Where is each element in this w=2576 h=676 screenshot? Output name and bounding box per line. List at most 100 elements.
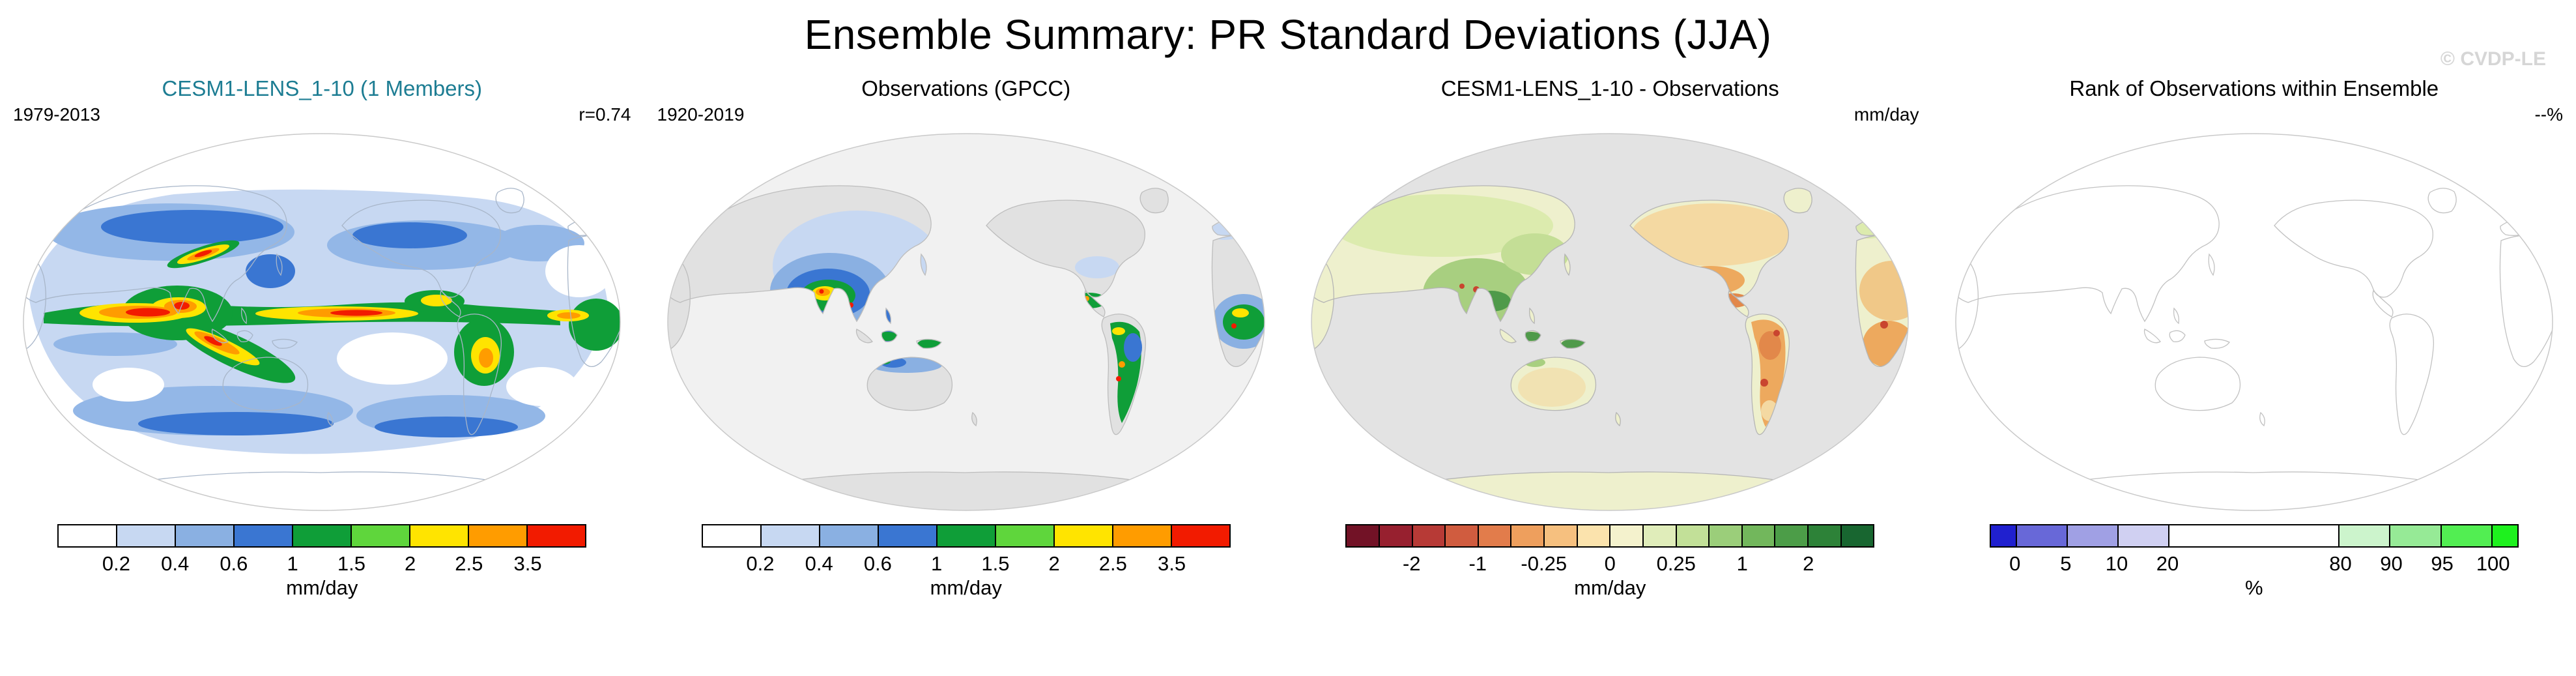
coastline xyxy=(23,185,288,323)
colorbar-segment xyxy=(1609,525,1642,546)
colorbar-tick-label: 0.6 xyxy=(220,552,248,575)
panel-title-difference: CESM1-LENS_1-10 - Observations xyxy=(1440,76,1779,100)
world-map-model xyxy=(18,129,626,515)
colorbar-difference: -2 -1 -0.25 0 0.25 1 2 mm/day xyxy=(1345,524,1875,600)
coastline xyxy=(1139,188,1168,213)
coastline xyxy=(916,338,942,349)
colorbar-tick-label: 95 xyxy=(2431,552,2454,575)
world-map-svg xyxy=(1955,133,2553,511)
colorbar-segment xyxy=(1576,525,1610,546)
colorbar-segment xyxy=(1477,525,1511,546)
colorbar-segment xyxy=(468,525,527,546)
colorbar-segment xyxy=(2491,525,2517,546)
coastline xyxy=(1560,338,1586,349)
coastline xyxy=(1728,289,1749,317)
colorbar-tick-label: 80 xyxy=(2329,552,2352,575)
coastline xyxy=(2143,329,2161,344)
panel-subrow: mm/day xyxy=(1293,103,1927,129)
colorbar-bar xyxy=(701,524,1231,548)
map-outline xyxy=(667,133,1265,511)
colorbar-unit-label: mm/day xyxy=(1574,576,1646,599)
colorbar-tick-label: 0 xyxy=(1604,552,1616,575)
coastline xyxy=(2259,411,2265,427)
colorbar-tick-label: 0.4 xyxy=(161,552,190,575)
map-outline xyxy=(1955,133,2553,511)
colorbar-tick-label: 0 xyxy=(2009,552,2021,575)
colorbar-tick-row: 0 5 10 20 80 90 95 100 xyxy=(1990,548,2519,579)
colorbar-tick-row: 0.2 0.4 0.6 1 1.5 2 2.5 3.5 xyxy=(57,548,586,579)
coastline xyxy=(866,357,952,411)
colorbar-tick-label: 2.5 xyxy=(455,552,483,575)
colorbar-tick-label: -2 xyxy=(1402,552,1421,575)
colorbar-tick-label: 0.6 xyxy=(863,552,892,575)
coastline xyxy=(2427,188,2456,213)
panel-title-model: CESM1-LENS_1-10 (1 Members) xyxy=(162,76,483,100)
colorbar-segment xyxy=(2338,525,2390,546)
colorbar-segment xyxy=(1807,525,1840,546)
coastline xyxy=(1510,357,1597,411)
world-map-svg xyxy=(1311,133,1909,511)
coastline xyxy=(1311,185,1576,323)
colorbar-rank: 0 5 10 20 80 90 95 100 % xyxy=(1989,524,2519,600)
panel-observations: Observations (GPCC) 1920-2019 0.2 0.4 0.6 1… xyxy=(644,74,1289,600)
colorbar-segment xyxy=(1347,525,1379,546)
coastline xyxy=(2389,314,2434,435)
coastline xyxy=(2209,254,2214,275)
contour-fills xyxy=(29,150,621,508)
map-outline xyxy=(23,133,621,511)
colorbar-model: 0.2 0.4 0.6 1 1.5 2 2.5 3.5 mm/day xyxy=(57,524,587,600)
colorbar-unit-label: mm/day xyxy=(930,576,1002,599)
colorbar-tick-label: 90 xyxy=(2380,552,2403,575)
coastline xyxy=(2155,357,2240,411)
coastline xyxy=(2274,200,2433,297)
colorbar-tick-label: 0.4 xyxy=(805,552,833,575)
contour-fills xyxy=(1332,194,1909,427)
coastline xyxy=(222,357,309,411)
panel-subrow: 1920-2019 xyxy=(650,103,1283,129)
colorbar-tick-label: 0.25 xyxy=(1656,552,1696,575)
colorbar-segment xyxy=(1053,525,1112,546)
coastline xyxy=(2204,338,2230,349)
coastline xyxy=(457,314,502,435)
colorbar-tick-label: 1 xyxy=(930,552,943,575)
coastline xyxy=(1529,307,1536,325)
coastline xyxy=(2173,308,2179,323)
map-background xyxy=(1311,134,1909,510)
world-map-difference xyxy=(1306,129,1914,515)
colorbar-tick-label: 2.5 xyxy=(1098,552,1127,575)
coastline xyxy=(2427,188,2457,214)
period-label: 1979-2013 xyxy=(13,104,100,125)
coastline xyxy=(236,330,254,342)
units-label: mm/day xyxy=(1853,104,1919,125)
coastline xyxy=(212,329,229,344)
colorbar-bar xyxy=(1989,524,2519,548)
colorbar-tick-label: 20 xyxy=(2156,552,2179,575)
colorbar-tick-label: 1.5 xyxy=(981,552,1010,575)
coastline xyxy=(1139,188,1169,214)
colorbar-segment xyxy=(233,525,293,546)
coastline xyxy=(2372,291,2393,317)
colorbar-unit-label: mm/day xyxy=(286,576,358,599)
coastline xyxy=(1745,314,1790,435)
world-map-rank xyxy=(1950,129,2558,515)
coastline xyxy=(985,199,1145,298)
coastline xyxy=(1955,185,2220,323)
colorbar-tick-label: -1 xyxy=(1468,552,1487,575)
colorbar-segment xyxy=(292,525,351,546)
colorbar-tick-label: 1 xyxy=(287,552,298,575)
coastline xyxy=(440,289,461,317)
page-title: Ensemble Summary: PR Standard Deviations… xyxy=(804,11,1772,58)
colorbar-segment xyxy=(1708,525,1741,546)
panel-subrow: --% xyxy=(1938,103,2571,129)
colorbar-segment xyxy=(1411,525,1445,546)
coastline xyxy=(885,307,891,325)
coastline xyxy=(2389,314,2434,435)
coastline xyxy=(276,253,283,276)
world-map-observations xyxy=(662,129,1270,515)
colorbar-tick-row: -2 -1 -0.25 0 0.25 1 2 xyxy=(1345,548,1874,579)
colorbar-tick-label: 2 xyxy=(1048,552,1060,575)
coastline xyxy=(971,411,977,427)
colorbar-segment xyxy=(2168,525,2339,546)
colorbar-bar xyxy=(1345,524,1875,548)
